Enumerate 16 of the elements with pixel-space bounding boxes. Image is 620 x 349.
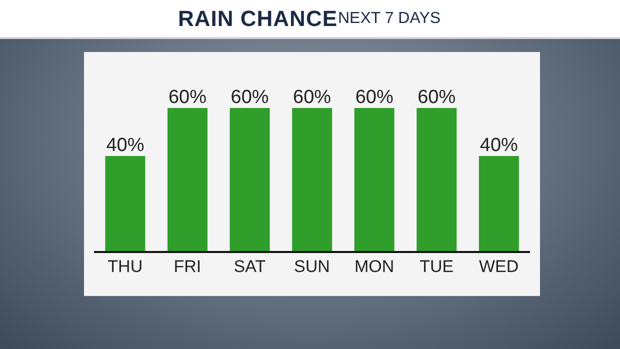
chart-subtitle: NEXT 7 DAYS — [338, 10, 441, 28]
data-label: 40% — [480, 135, 518, 156]
x-tick-label: TUE — [420, 257, 454, 276]
x-tick-label: THU — [108, 257, 143, 276]
x-tick-label: FRI — [174, 257, 202, 276]
data-label: 60% — [168, 87, 207, 108]
x-tick-label: MON — [354, 257, 394, 276]
chart-title: RAIN CHANCE — [178, 6, 338, 32]
data-label: 40% — [106, 135, 144, 156]
x-tick-label: WED — [479, 257, 519, 276]
x-tick-label: SUN — [294, 257, 330, 276]
data-label: 60% — [418, 87, 456, 108]
data-label: 60% — [355, 87, 394, 108]
x-tick-label: SAT — [234, 257, 266, 276]
data-label: 60% — [230, 87, 269, 108]
data-label: 60% — [293, 87, 332, 108]
